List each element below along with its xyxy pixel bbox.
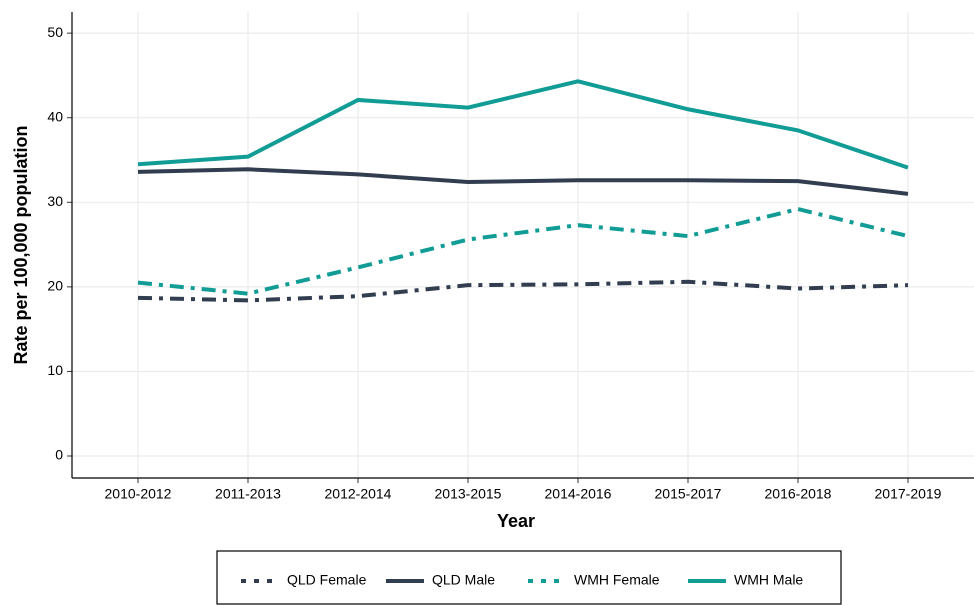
legend-label: QLD Female: [287, 572, 367, 588]
y-axis-label: Rate per 100,000 population: [11, 125, 31, 364]
x-tick-label: 2011-2013: [215, 486, 281, 502]
x-axis-label: Year: [497, 511, 535, 531]
legend-box: [216, 550, 842, 605]
y-tick-label: 0: [55, 447, 63, 463]
y-tick-label: 20: [47, 278, 63, 294]
x-tick-label: 2012-2014: [325, 486, 392, 502]
y-tick-label: 40: [47, 108, 63, 124]
x-tick-label: 2016-2018: [765, 486, 832, 502]
x-tick-label: 2010-2012: [105, 486, 172, 502]
legend-label: WMH Male: [734, 572, 803, 588]
series-line: [137, 279, 909, 303]
series-line: [137, 167, 909, 196]
x-tick-label: 2014-2016: [545, 486, 612, 502]
legend-label: WMH Female: [574, 572, 660, 588]
x-tick-label: 2015-2017: [655, 486, 722, 502]
y-tick-label: 50: [47, 24, 63, 40]
y-tick-label: 30: [47, 193, 63, 209]
series-line: [137, 79, 909, 170]
x-tick-label: 2017-2019: [875, 486, 942, 502]
series-line: [137, 206, 909, 296]
legend-label: QLD Male: [432, 572, 495, 588]
y-tick-label: 10: [47, 362, 63, 378]
x-tick-label: 2013-2015: [435, 486, 502, 502]
